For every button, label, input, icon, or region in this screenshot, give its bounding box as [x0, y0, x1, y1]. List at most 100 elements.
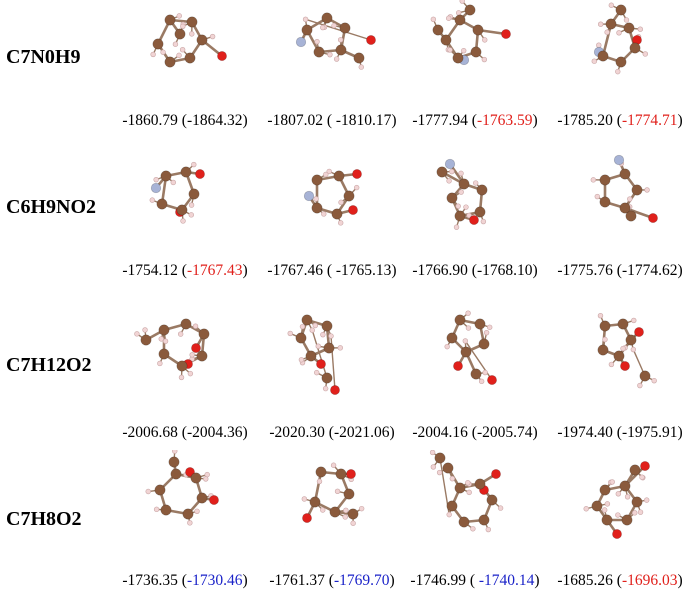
energy-alt-value: -1763.59 [476, 112, 533, 129]
carbon-atom-icon [164, 14, 176, 26]
hydrogen-atom-icon [608, 2, 615, 8]
hydrogen-atom-icon [465, 325, 472, 331]
carbon-atom-icon [605, 18, 617, 30]
carbon-atom-icon [442, 462, 454, 474]
carbon-atom-icon [329, 506, 341, 518]
carbon-atom-icon [599, 484, 611, 496]
hydrogen-atom-icon [594, 193, 600, 200]
hydrogen-atom-icon [601, 507, 608, 513]
carbon-atom-icon [311, 174, 323, 186]
hydrogen-atom-icon [337, 220, 344, 226]
carbon-atom-icon [446, 332, 458, 344]
carbon-atom-icon [323, 342, 335, 354]
formula-label: C7H8O2 [6, 508, 82, 530]
carbon-atom-icon [631, 496, 643, 508]
hydrogen-atom-icon [623, 17, 630, 23]
carbon-atom-icon [621, 514, 633, 526]
carbon-atom-icon [440, 34, 452, 46]
carbon-atom-icon [160, 170, 172, 182]
hydrogen-atom-icon [449, 168, 455, 175]
carbon-atom-icon [184, 52, 196, 64]
oxygen-atom-icon [612, 529, 622, 539]
hydrogen-atom-icon [651, 377, 657, 384]
carbon-atom-icon [190, 472, 202, 484]
hydrogen-atom-icon [313, 196, 319, 202]
carbon-atom-icon [597, 50, 609, 62]
hydrogen-atom-icon [644, 187, 650, 193]
carbon-atom-icon [158, 348, 170, 360]
formula-label: C6H9NO2 [6, 196, 96, 218]
carbon-atom-icon [478, 514, 490, 526]
carbon-atom-icon [170, 468, 182, 480]
oxygen-atom-icon [453, 361, 463, 371]
oxygen-atom-icon [191, 343, 201, 353]
energy-label: -2020.30 (-2021.06) [269, 424, 395, 441]
hydrogen-atom-icon [449, 475, 456, 482]
molecule-structure [150, 13, 227, 68]
carbon-atom-icon [335, 468, 347, 480]
hydrogen-atom-icon [472, 180, 479, 186]
carbon-atom-icon [591, 500, 603, 512]
hydrogen-atom-icon [176, 13, 182, 19]
carbon-atom-icon [458, 516, 470, 528]
hydrogen-atom-icon [470, 526, 476, 532]
carbon-atom-icon [168, 456, 180, 468]
carbon-atom-icon [335, 44, 347, 56]
hydrogen-atom-icon [187, 370, 194, 377]
carbon-atom-icon [470, 46, 482, 58]
hydrogen-atom-icon [358, 64, 365, 70]
carbon-atom-icon [333, 170, 345, 182]
energy-alt-value: -1774.62 [621, 262, 678, 279]
hydrogen-atom-icon [590, 177, 597, 183]
hydrogen-atom-icon [436, 469, 443, 476]
carbon-atom-icon [176, 360, 188, 372]
carbon-atom-icon [180, 318, 192, 330]
molecule-cell: -1746.99 ( -1740.14) [400, 450, 550, 590]
hydrogen-atom-icon [453, 224, 460, 230]
carbon-atom-icon [315, 466, 327, 478]
molecule-structure [301, 462, 365, 526]
carbon-atom-icon [353, 52, 365, 64]
carbon-atom-icon [434, 452, 446, 464]
hydrogen-atom-icon [482, 369, 488, 376]
energy-value: -1766.90 [412, 262, 468, 279]
hydrogen-atom-icon [637, 382, 643, 389]
hydrogen-atom-icon [172, 450, 178, 454]
formula-label: C7N0H9 [6, 46, 81, 68]
energy-label: -1775.76 (-1774.62) [557, 262, 683, 279]
molecule-structure [295, 12, 376, 70]
molecule-cell: -1766.90 (-1768.10) [400, 150, 550, 290]
molecule-cell: -2006.68 (-2004.36) [110, 300, 260, 441]
hydrogen-atom-icon [312, 322, 319, 329]
hydrogen-atom-icon [604, 29, 610, 35]
oxygen-atom-icon [366, 35, 376, 45]
energy-alt-value: -1774.71 [621, 112, 678, 129]
carbon-atom-icon [619, 480, 631, 492]
carbon-atom-icon [154, 484, 166, 496]
hydrogen-atom-icon [430, 464, 437, 470]
bond-line [601, 23, 613, 57]
carbon-atom-icon [160, 504, 172, 516]
oxygen-atom-icon [346, 469, 356, 479]
molecule-structure [145, 450, 219, 526]
carbon-atom-icon [186, 16, 198, 28]
hydrogen-atom-icon [209, 33, 216, 40]
energy-value: -2004.16 [412, 424, 468, 441]
oxygen-atom-icon [501, 29, 511, 39]
carbon-atom-icon [639, 370, 651, 382]
hydrogen-atom-icon [497, 505, 504, 511]
hydrogen-atom-icon [466, 489, 472, 496]
hydrogen-atom-icon [338, 199, 344, 206]
hydrogen-atom-icon [444, 343, 450, 350]
carbon-atom-icon [625, 210, 637, 222]
hydrogen-atom-icon [643, 497, 650, 503]
oxygen-atom-icon [487, 375, 497, 385]
carbon-atom-icon [478, 338, 490, 350]
carbon-atom-icon [180, 166, 192, 178]
nitrogen-atom-icon [613, 154, 625, 166]
energy-alt-value: -2005.74 [476, 424, 533, 441]
hydrogen-atom-icon [187, 520, 193, 526]
hydrogen-atom-icon [320, 24, 326, 31]
hydrogen-atom-icon [170, 179, 176, 186]
carbon-atom-icon [446, 500, 458, 512]
